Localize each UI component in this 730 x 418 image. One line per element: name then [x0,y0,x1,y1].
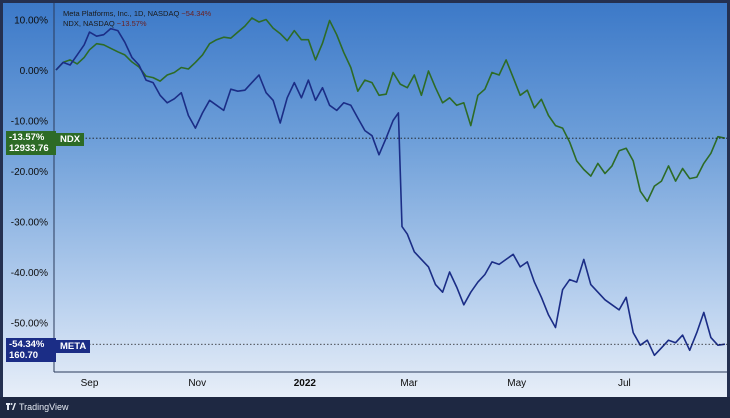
y-tick-label: -10.00% [11,117,48,128]
meta-symbol-tag: META [56,340,91,353]
meta-last-value: 160.70 [9,350,39,361]
legend-meta-change: −54.34% [181,9,212,18]
series-line-meta [55,27,726,357]
footer-brand: TradingView [19,402,69,412]
legend-meta[interactable]: Meta Platforms, Inc., 1D, NASDAQ −54.34% [63,9,211,18]
chart-plot-svg: 10.00% 0.00% -10.00% -20.00% -30.00% -40.00% -… [10,15,727,389]
tradingview-logo-icon [6,403,16,410]
ndx-price-badge: -13.57% 12933.76 [6,131,56,155]
legend-meta-label: Meta Platforms, Inc., 1D, NASDAQ [63,9,180,18]
legend-ndx-label: NDX, NASDAQ [63,19,115,28]
series-line-ndx [55,17,726,203]
y-tick-label: 10.00% [14,16,48,27]
meta-price-badge: -54.34% 160.70 [6,338,56,362]
y-tick-label: -30.00% [11,218,48,229]
meta-last-pct: -54.34% [9,339,45,350]
tradingview-logo[interactable]: TradingView [6,402,69,412]
ndx-last-pct: -13.57% [9,132,45,143]
x-tick-label: 2022 [294,378,317,389]
x-tick-label: May [507,378,526,389]
x-tick-label: Jul [618,378,631,389]
x-tick-label: Mar [400,378,418,389]
ndx-last-value: 12933.76 [9,143,49,154]
y-tick-label: -50.00% [11,319,48,330]
footer-bar: TradingView [0,397,730,418]
y-tick-label: -20.00% [11,167,48,178]
y-tick-label: 0.00% [20,66,48,77]
x-tick-label: Nov [188,378,206,389]
legend-ndx-change: −13.57% [116,19,147,28]
y-tick-label: -40.00% [11,268,48,279]
legend-ndx[interactable]: NDX, NASDAQ −13.57% [63,19,147,28]
x-tick-label: Sep [81,378,99,389]
ndx-symbol-tag: NDX [56,133,85,146]
chart-panel: Meta Platforms, Inc., 1D, NASDAQ −54.34%… [3,3,727,397]
